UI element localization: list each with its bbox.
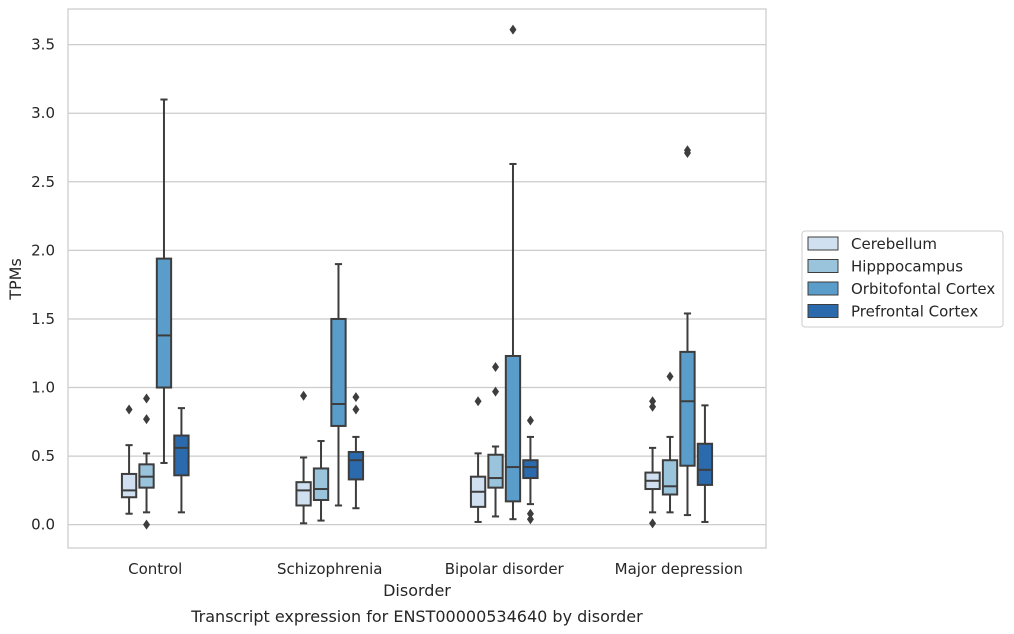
outlier-point	[666, 371, 674, 382]
legend-label: Orbitofontal Cortex	[851, 280, 995, 298]
box-hipppocampus	[487, 361, 504, 518]
outlier-point	[300, 390, 308, 401]
outlier-point	[526, 508, 534, 519]
legend-frame	[801, 230, 1004, 328]
iqr-box	[330, 317, 347, 427]
iqr-box	[295, 481, 312, 507]
box-prefrontal-cortex	[522, 415, 539, 525]
y-tick-label: 0.5	[31, 447, 55, 465]
outlier-point	[649, 401, 657, 412]
outlier-point	[125, 404, 133, 415]
iqr-box	[347, 450, 365, 481]
box-series	[120, 24, 714, 530]
box-prefrontal-cortex	[347, 392, 365, 510]
outlier-point	[474, 396, 482, 407]
box-hipppocampus	[661, 371, 679, 514]
y-axis-title: TPMs	[6, 258, 25, 301]
iqr-box	[155, 257, 173, 389]
legend-label: Cerebellum	[851, 235, 937, 253]
x-tick-label: Schizophrenia	[277, 560, 382, 578]
y-tick-label: 3.5	[31, 36, 55, 54]
legend-swatch	[807, 259, 839, 273]
legend-swatch	[807, 281, 839, 296]
box-hipppocampus	[138, 393, 155, 530]
legend: Cerebellum Hipppocampus Orbitofontal Corte…	[801, 230, 1004, 328]
outlier-point	[143, 414, 151, 425]
outlier-point	[526, 514, 534, 525]
legend-label: Hipppocampus	[851, 258, 963, 276]
outlier-point	[492, 361, 500, 372]
legend-swatch	[807, 304, 839, 318]
y-tick-label: 3.0	[31, 104, 55, 122]
box-cerebellum	[469, 396, 487, 523]
outlier-point	[649, 396, 657, 407]
box-cerebellum	[120, 404, 138, 515]
iqr-box	[487, 453, 504, 489]
outlier-point	[649, 518, 657, 529]
iqr-box	[173, 434, 190, 477]
box-cerebellum	[295, 390, 312, 525]
box-orbitofontal-cortex	[155, 98, 173, 464]
outlier-point	[526, 415, 534, 426]
legend-label: Prefrontal Cortex	[851, 303, 978, 321]
outlier-point	[352, 404, 360, 415]
y-tick-label: 1.5	[31, 310, 55, 328]
box-prefrontal-cortex	[696, 404, 714, 523]
y-tick-label: 0.0	[31, 516, 55, 534]
iqr-box	[504, 354, 522, 503]
box-prefrontal-cortex	[173, 407, 190, 514]
plot-area	[67, 8, 767, 549]
y-axis-ticks: 0.0 0.5 1.0 1.5 2.0 2.5 3.0 3.5	[31, 36, 55, 534]
legend-swatch	[807, 236, 839, 251]
iqr-box	[679, 350, 696, 467]
box-orbitofontal-cortex	[504, 24, 522, 521]
outlier-point	[143, 393, 151, 404]
y-tick-label: 2.5	[31, 173, 55, 191]
outlier-point	[352, 392, 360, 403]
figure-caption: Transcript expression for ENST0000053464…	[190, 607, 643, 626]
y-tick-label: 2.0	[31, 241, 55, 259]
box-orbitofontal-cortex	[679, 145, 696, 517]
outlier-point	[683, 145, 691, 156]
box-orbitofontal-cortex	[330, 263, 347, 507]
iqr-box	[696, 442, 714, 486]
outlier-point	[143, 519, 151, 530]
x-tick-label: Bipolar disorder	[445, 560, 565, 578]
iqr-box	[661, 459, 679, 496]
x-axis-ticks: Control Schizophrenia Bipolar disorder Majo…	[128, 560, 743, 578]
outlier-point	[509, 24, 517, 35]
gridlines	[68, 44, 766, 526]
iqr-box	[312, 467, 330, 501]
box-cerebellum	[644, 396, 661, 529]
x-axis-title: Disorder	[383, 581, 451, 600]
iqr-box	[120, 472, 138, 499]
outlier-point	[492, 386, 500, 397]
x-tick-label: Control	[128, 560, 182, 578]
y-tick-label: 1.0	[31, 379, 55, 397]
box-hipppocampus	[312, 440, 330, 522]
x-tick-label: Major depression	[615, 560, 743, 578]
iqr-box	[522, 459, 539, 480]
